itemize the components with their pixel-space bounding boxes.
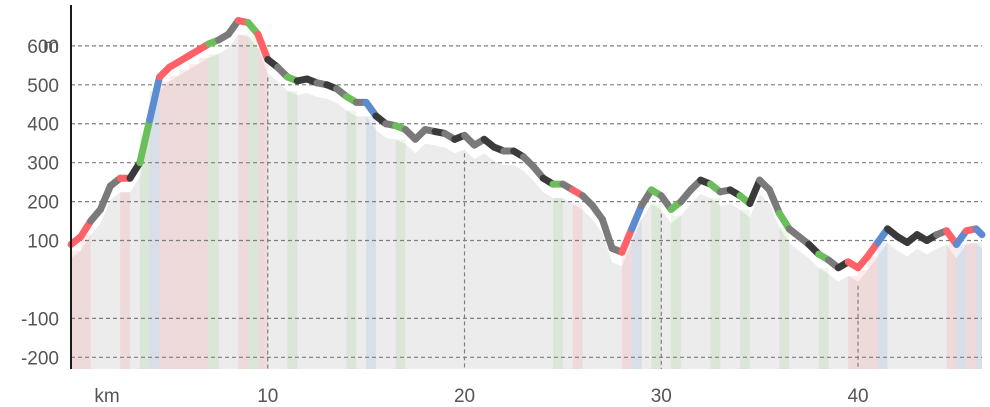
- segment-tint: [553, 198, 563, 369]
- elevation-segment: [628, 201, 646, 233]
- x-unit-label: km: [94, 386, 119, 407]
- elevation-segment: [97, 182, 114, 213]
- segment-tint: [395, 139, 406, 369]
- y-tick-labels: -200 -100 100 200 300 400 500 600: [21, 37, 59, 369]
- segment-tint: [139, 133, 150, 369]
- x-tick-label: 20: [454, 386, 475, 407]
- segment-tint: [346, 110, 357, 369]
- y-tick-label: 600: [27, 37, 59, 58]
- segment-tint: [779, 227, 790, 369]
- segment-tint: [248, 36, 258, 370]
- segment-tint: [257, 48, 268, 369]
- segment-tint: [651, 203, 662, 369]
- y-tick-label: 200: [27, 193, 59, 214]
- y-tick-label: 400: [27, 115, 59, 136]
- segment-tint: [198, 57, 209, 369]
- segment-tint: [671, 215, 681, 369]
- segment-tint: [621, 242, 632, 369]
- elevation-line: [67, 17, 986, 272]
- segment-tint: [710, 198, 721, 369]
- segment-tint: [120, 192, 131, 369]
- segment-tint: [208, 54, 219, 369]
- segment-tint: [848, 275, 859, 369]
- segment-tint: [238, 34, 249, 369]
- segment-tint: [287, 91, 298, 369]
- segment-tint: [739, 209, 750, 369]
- segment-tint: [572, 203, 583, 369]
- segment-tint: [946, 244, 957, 369]
- segment-tint: [366, 116, 376, 369]
- segment-tint: [966, 242, 977, 369]
- segment-tint: [867, 256, 878, 369]
- elevation-segment: [146, 73, 164, 124]
- segment-tint: [179, 69, 190, 370]
- x-tick-label: 10: [257, 386, 278, 407]
- segment-tint: [976, 242, 982, 369]
- y-tick-label: -200: [21, 348, 59, 369]
- segment-tint: [189, 63, 199, 370]
- elevation-segment: [746, 176, 764, 208]
- segment-tint: [80, 235, 91, 369]
- elevation-segment: [254, 30, 272, 64]
- elevation-segment: [765, 186, 783, 217]
- elevation-segment: [598, 215, 616, 252]
- y-tick-label: -100: [21, 309, 59, 330]
- segment-tint: [71, 250, 81, 369]
- segment-tint: [149, 91, 160, 369]
- segment-tint: [169, 75, 180, 370]
- x-tick-labels: 10 20 30 40: [257, 386, 868, 407]
- x-tick-label: 30: [651, 386, 672, 407]
- segment-tint: [877, 242, 888, 369]
- segment-tint: [858, 270, 868, 369]
- segment-tint: [159, 81, 170, 370]
- segment-tint: [956, 244, 967, 369]
- elevation-segment: [972, 225, 986, 239]
- y-tick-label: 300: [27, 154, 59, 175]
- elevation-segment: [618, 225, 636, 256]
- elevation-segment: [136, 116, 154, 167]
- y-tick-label: 500: [27, 76, 59, 97]
- segment-tint: [631, 219, 642, 369]
- y-tick-label: 100: [27, 232, 59, 253]
- x-tick-label: 40: [847, 386, 868, 407]
- y-unit-label: m: [43, 36, 59, 57]
